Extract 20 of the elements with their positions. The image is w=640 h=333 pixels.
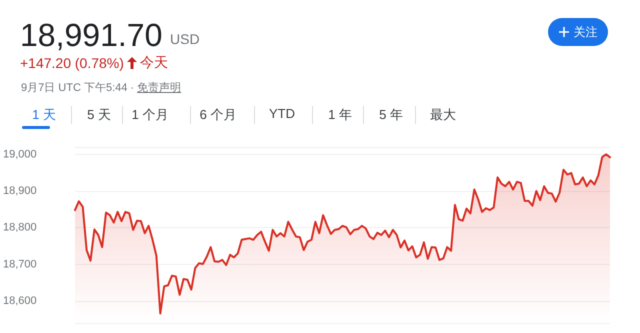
follow-button: 关注 [548,18,608,46]
y-tick-label: 19,000 [3,148,37,160]
y-tick-label: 18,600 [3,295,37,307]
chart-subtitle: +147.20 (0.78%) [20,55,124,71]
y-tick-label: 18,900 [3,185,37,197]
text: 今天 [140,54,168,72]
y-tick-label: 18,700 [3,258,37,270]
text: 5 年 [378,106,404,124]
y-tick-label: 18,800 [3,222,37,234]
chart-title: 18,991.70 [20,17,162,54]
text: 5 天 [86,106,112,124]
text: YTD [268,106,296,121]
text: 1 天 [31,106,57,124]
text: 6 个月 [198,106,238,124]
text: 1 年 [327,106,353,124]
text: 9月7日 UTC 下午5:44 · [21,82,134,94]
text: USD [170,31,200,47]
text: 1 个月 [130,106,170,124]
text: 免责声明 [137,82,182,94]
text: 最大 [429,106,457,124]
